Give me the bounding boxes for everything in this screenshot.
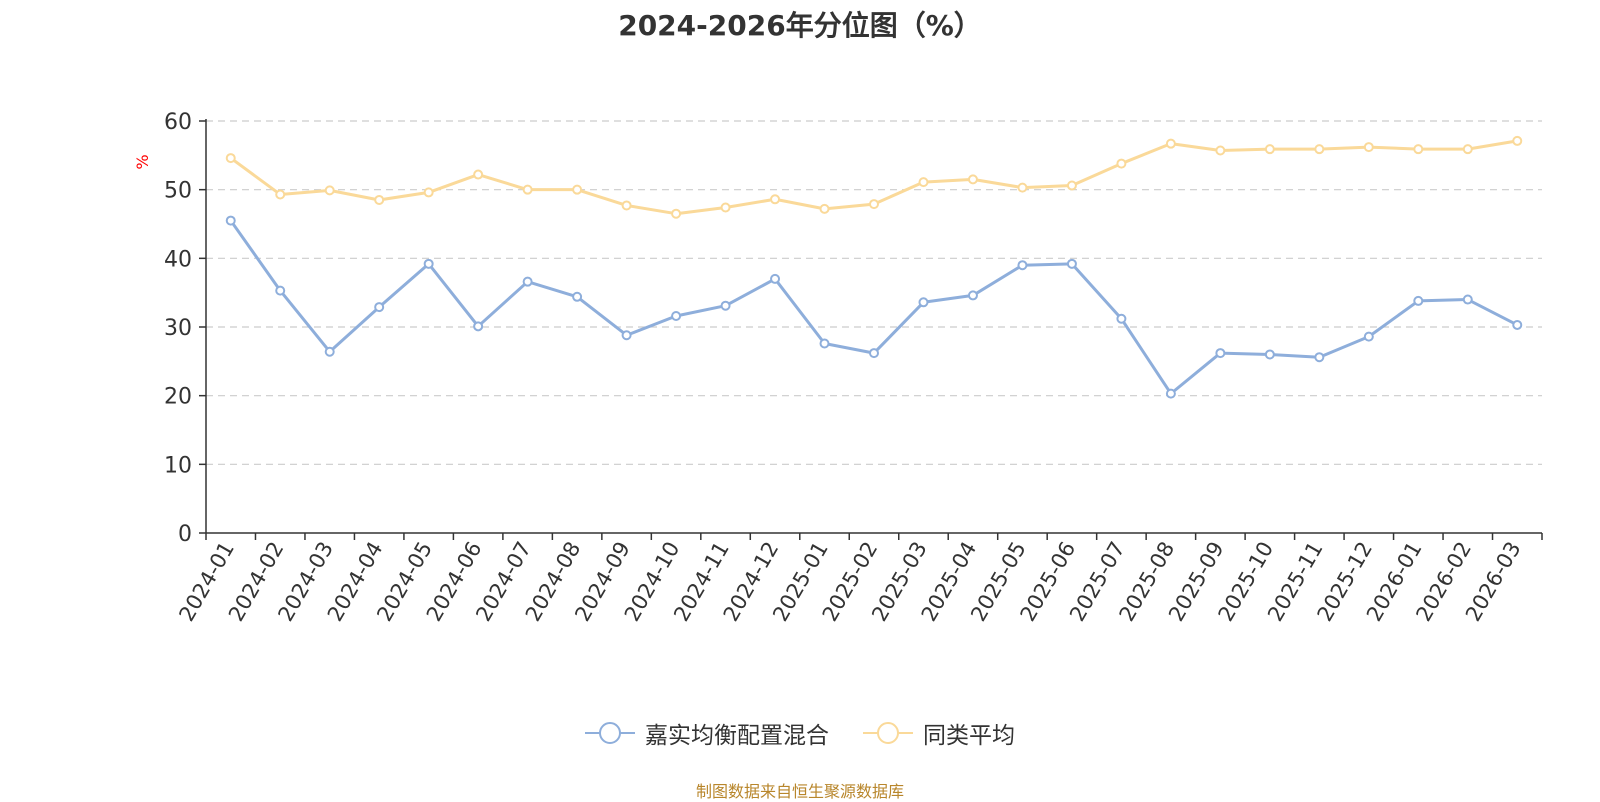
data-point-fund[interactable]: [621, 330, 632, 341]
data-point-fund[interactable]: [1413, 295, 1424, 306]
data-point-category-average[interactable]: [1363, 142, 1374, 153]
data-point-fund[interactable]: [1314, 352, 1325, 363]
legend-item-category-average[interactable]: 同类平均: [863, 716, 1015, 750]
data-point-fund[interactable]: [275, 285, 286, 296]
legend-marker-fund: [585, 722, 635, 744]
y-tick-label: 50: [164, 179, 192, 204]
chart-title: 2024-2026年分位图（%）: [618, 9, 982, 42]
data-point-category-average[interactable]: [1264, 144, 1275, 155]
data-point-fund[interactable]: [819, 338, 830, 349]
data-point-category-average[interactable]: [720, 202, 731, 213]
data-point-fund[interactable]: [1215, 348, 1226, 359]
legend-label-category-average: 同类平均: [923, 723, 1015, 749]
data-point-fund[interactable]: [1165, 388, 1176, 399]
data-point-fund[interactable]: [522, 276, 533, 287]
data-point-fund[interactable]: [967, 290, 978, 301]
data-point-category-average[interactable]: [1017, 182, 1028, 193]
data-point-fund[interactable]: [1116, 313, 1127, 324]
data-point-category-average[interactable]: [869, 199, 879, 210]
data-point-category-average[interactable]: [423, 187, 434, 198]
data-point-category-average[interactable]: [1314, 144, 1325, 155]
data-point-category-average[interactable]: [918, 177, 929, 188]
data-point-category-average[interactable]: [324, 185, 335, 196]
data-point-fund[interactable]: [423, 258, 434, 269]
data-point-category-average[interactable]: [275, 189, 286, 200]
data-point-fund[interactable]: [572, 291, 583, 302]
data-point-fund[interactable]: [869, 348, 879, 359]
data-point-category-average[interactable]: [572, 184, 583, 195]
legend-label-fund: 嘉实均衡配置混合: [645, 723, 829, 749]
data-point-category-average[interactable]: [1413, 144, 1424, 155]
data-point-fund[interactable]: [324, 346, 335, 357]
data-point-fund[interactable]: [374, 302, 385, 313]
y-tick-label: 30: [164, 316, 192, 341]
y-tick-label: 20: [164, 385, 192, 410]
data-point-fund[interactable]: [1017, 260, 1028, 271]
data-point-fund[interactable]: [770, 273, 781, 284]
data-point-category-average[interactable]: [1116, 158, 1127, 169]
data-point-category-average[interactable]: [967, 174, 978, 185]
y-tick-label: 40: [164, 247, 192, 272]
data-point-category-average[interactable]: [473, 169, 484, 180]
data-point-fund[interactable]: [671, 311, 682, 322]
data-point-category-average[interactable]: [1462, 144, 1473, 155]
data-point-category-average[interactable]: [819, 203, 830, 214]
legend-marker-category-average: [863, 722, 913, 744]
data-point-category-average[interactable]: [225, 153, 236, 164]
series-line-fund: [229, 219, 1518, 396]
data-point-fund[interactable]: [1264, 349, 1275, 360]
y-tick-label: 60: [164, 110, 192, 135]
data-point-fund[interactable]: [1363, 331, 1374, 342]
data-point-fund[interactable]: [720, 300, 731, 311]
data-point-category-average[interactable]: [770, 194, 781, 205]
data-point-fund[interactable]: [1066, 258, 1077, 269]
legend-item-fund[interactable]: 嘉实均衡配置混合: [585, 716, 829, 750]
data-source-note: 制图数据来自恒生聚源数据库: [695, 782, 904, 801]
data-point-category-average[interactable]: [374, 194, 385, 205]
legend: 嘉实均衡配置混合 同类平均: [0, 716, 1600, 750]
data-point-category-average[interactable]: [1165, 138, 1176, 149]
data-point-fund[interactable]: [1462, 294, 1473, 305]
data-point-fund[interactable]: [473, 321, 484, 332]
data-point-fund[interactable]: [1512, 319, 1523, 330]
data-point-category-average[interactable]: [1512, 135, 1523, 146]
y-tick-label: 0: [178, 522, 192, 547]
data-point-category-average[interactable]: [522, 184, 533, 195]
y-axis-label: %: [133, 154, 152, 169]
data-point-category-average[interactable]: [1066, 180, 1077, 191]
data-point-category-average[interactable]: [621, 200, 632, 211]
data-point-fund[interactable]: [225, 215, 236, 226]
data-point-category-average[interactable]: [671, 208, 682, 219]
data-point-category-average[interactable]: [1215, 145, 1226, 156]
data-point-fund[interactable]: [918, 297, 929, 308]
y-tick-label: 10: [164, 453, 192, 478]
